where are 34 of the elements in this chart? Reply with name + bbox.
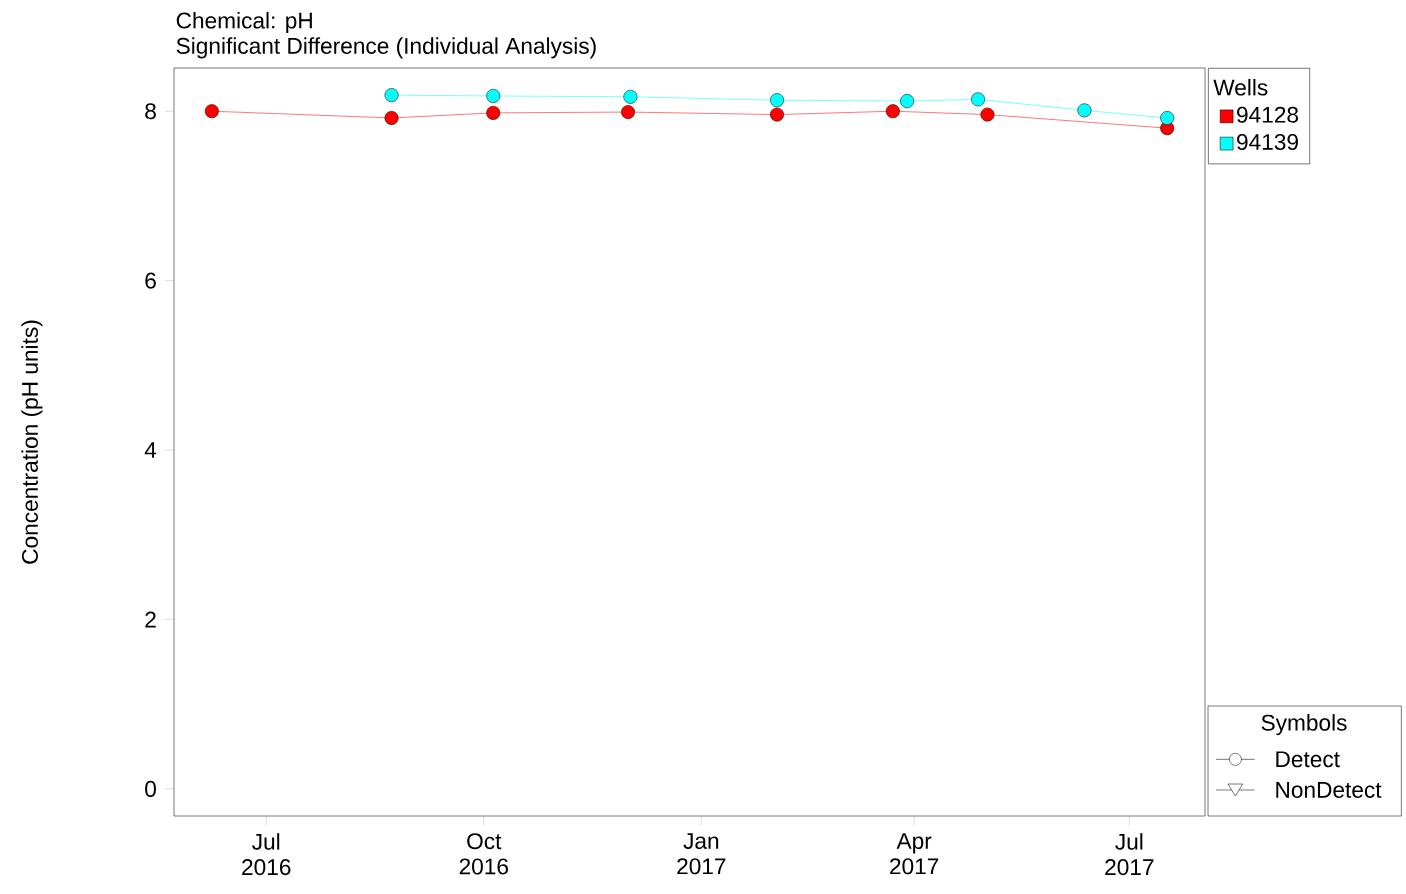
point bbox=[623, 89, 638, 104]
point bbox=[384, 111, 399, 125]
text: Symbols bbox=[1261, 714, 1347, 736]
point bbox=[770, 93, 784, 108]
x-tick-label: Jul 2016 bbox=[242, 833, 291, 876]
point bbox=[1077, 103, 1092, 118]
point bbox=[384, 88, 399, 103]
text: Detect bbox=[1276, 751, 1340, 768]
legend-title: Wells bbox=[1213, 78, 1268, 96]
text: NonDetect bbox=[1276, 782, 1382, 798]
legend-label: 94128 bbox=[1237, 106, 1299, 123]
point bbox=[621, 105, 635, 119]
x-tick-label: Jan 2017 bbox=[677, 833, 726, 875]
point bbox=[486, 89, 501, 103]
point bbox=[900, 94, 914, 108]
point bbox=[885, 104, 900, 119]
chart-title: Chemical: pH bbox=[176, 11, 312, 34]
y-axis-title: Concentration (pH units) bbox=[21, 320, 43, 564]
point bbox=[204, 104, 219, 119]
point bbox=[770, 107, 784, 122]
point bbox=[980, 107, 995, 122]
x-tick-label: Oct 2016 bbox=[459, 833, 508, 875]
chart-subtitle: Significant Difference (Individual Analysis) bbox=[176, 37, 596, 59]
y-tick-label: 6 bbox=[145, 272, 156, 289]
y-tick-label: 0 bbox=[145, 780, 156, 797]
point bbox=[486, 105, 501, 120]
y-tick-label: 2 bbox=[145, 611, 156, 628]
y-tick-label: 4 bbox=[144, 442, 157, 458]
point bbox=[971, 92, 985, 107]
x-tick-label: Jul 2017 bbox=[1105, 833, 1154, 876]
x-tick-label: Apr 2017 bbox=[890, 833, 939, 875]
y-tick-label: 8 bbox=[145, 103, 156, 120]
point bbox=[1160, 111, 1175, 125]
legend-label: 94139 bbox=[1237, 133, 1298, 151]
